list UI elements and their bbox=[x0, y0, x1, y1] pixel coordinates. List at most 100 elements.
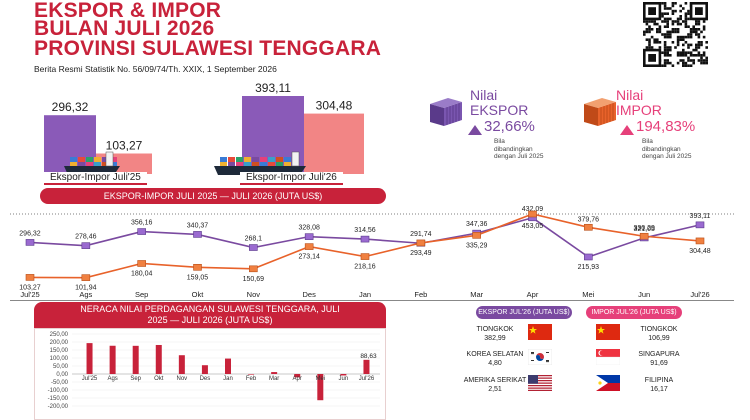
balance-bar bbox=[363, 359, 370, 374]
import-value-label: 159,05 bbox=[187, 274, 209, 281]
balance-bar bbox=[201, 365, 208, 374]
export-point bbox=[81, 242, 91, 249]
import-point bbox=[472, 232, 481, 239]
balance-y-tick: -200,00 bbox=[48, 404, 69, 410]
balance-x-tick: Apr bbox=[293, 376, 302, 382]
import-point bbox=[528, 210, 537, 218]
export-value-label: 268,1 bbox=[245, 236, 263, 243]
export-stat-label-2: EKSPOR bbox=[470, 102, 529, 118]
import-stat-label-2: IMPOR bbox=[616, 102, 662, 118]
export-value-label: 215,93 bbox=[578, 264, 600, 271]
title-line-2: BULAN JULI 2026 bbox=[34, 17, 215, 40]
top-bar-caption-right: Ekspor-Impor Juli'26 bbox=[240, 172, 343, 185]
balance-x-tick: Mar bbox=[269, 376, 279, 382]
line-x-tick: Jul'25 bbox=[20, 290, 39, 299]
import-value-label: 330,29 bbox=[633, 225, 655, 232]
balance-x-tick: Sep bbox=[130, 376, 141, 382]
balance-bar bbox=[225, 358, 231, 374]
balance-x-tick: Jul'25 bbox=[82, 376, 98, 382]
balance-y-tick: 150,00 bbox=[50, 348, 69, 354]
usa-flag-icon bbox=[528, 375, 552, 391]
balance-x-tick: Des bbox=[200, 376, 211, 382]
export-stat-label-1: Nilai bbox=[470, 87, 498, 103]
export-value-label: 356,16 bbox=[131, 220, 153, 227]
export-countries-header: EKSPOR JUL'26 (JUTA US$) bbox=[476, 306, 572, 319]
export-value-label: 314,56 bbox=[354, 227, 376, 234]
china-flag-icon bbox=[528, 324, 552, 340]
balance-y-tick: 250,00 bbox=[50, 332, 69, 338]
import-container-icon bbox=[580, 92, 620, 137]
balance-y-tick: -100,00 bbox=[48, 388, 69, 394]
balance-y-tick: 50,00 bbox=[53, 364, 69, 370]
line-x-tick: Mei bbox=[582, 290, 594, 299]
import-up-arrow-icon bbox=[620, 122, 634, 140]
import-value-label: 180,04 bbox=[131, 270, 153, 277]
title-line-3: PROVINSI SULAWESI TENGGARA bbox=[34, 37, 382, 60]
import-point bbox=[81, 274, 91, 281]
line-x-tick: Mar bbox=[470, 290, 483, 299]
balance-bar bbox=[294, 374, 301, 378]
export-point bbox=[25, 239, 35, 246]
line-x-tick: Jul'26 bbox=[690, 290, 709, 299]
korea-flag-icon bbox=[528, 349, 552, 365]
balance-x-tick: Nov bbox=[177, 376, 188, 382]
balance-x-tick: Jul'26 bbox=[359, 376, 375, 382]
top-export-value-left: 296,32 bbox=[52, 100, 89, 114]
line-x-tick: Apr bbox=[527, 290, 539, 299]
balance-x-tick: Feb bbox=[246, 376, 257, 382]
export-country-value-1: 4,80 bbox=[488, 360, 502, 367]
import-point bbox=[137, 260, 146, 267]
balance-y-tick: 0,00 bbox=[56, 372, 68, 378]
export-value-label: 328,08 bbox=[298, 225, 320, 232]
import-point bbox=[584, 223, 593, 231]
balance-chart-banner: NERACA NILAI PERDAGANGAN SULAWESI TENGGA… bbox=[34, 302, 386, 330]
line-x-tick: Ags bbox=[79, 290, 92, 299]
title-line-1: EKSPOR & IMPOR bbox=[34, 0, 222, 22]
import-point bbox=[639, 232, 649, 240]
line-chart-banner: EKSPOR-IMPOR JULI 2025 — JULI 2026 (JUTA… bbox=[40, 188, 386, 204]
import-country-value-0: 106,99 bbox=[648, 335, 670, 342]
balance-y-tick: -150,00 bbox=[48, 396, 69, 402]
export-container-icon bbox=[426, 92, 466, 137]
import-point bbox=[193, 263, 202, 271]
import-value-label: 453,05 bbox=[522, 223, 544, 230]
balance-bar bbox=[317, 374, 324, 401]
export-point bbox=[360, 235, 370, 243]
import-country-name-1: SINGAPURA bbox=[638, 351, 680, 358]
import-value-label: 293,49 bbox=[410, 250, 432, 257]
qr-code-icon[interactable] bbox=[636, 0, 716, 70]
balance-x-tick: Jan bbox=[223, 376, 233, 382]
top-import-value-right: 304,48 bbox=[316, 99, 353, 113]
import-note: Bila dibandingkan dengan Juli 2025 bbox=[642, 138, 692, 160]
balance-y-tick: 100,00 bbox=[50, 356, 69, 362]
line-x-tick: Okt bbox=[192, 290, 205, 299]
import-value-label: 304,48 bbox=[689, 248, 711, 255]
import-point bbox=[25, 274, 35, 281]
singapore-flag-icon bbox=[596, 349, 620, 365]
export-country-name-0: TIONGKOK bbox=[476, 326, 514, 333]
import-value-label: 150,69 bbox=[243, 276, 265, 283]
balance-chart: 250,00 200,00 150,00 100,00 50,00 0,00 -50,00 -… bbox=[48, 332, 380, 410]
import-country-name-0: TIONGKOK bbox=[640, 326, 678, 333]
line-x-tick: Jun bbox=[638, 290, 650, 299]
balance-x-tick: Mei bbox=[315, 376, 325, 382]
china-flag-icon-import bbox=[596, 324, 620, 340]
export-point bbox=[304, 233, 314, 240]
import-country-name-2: FILIPINA bbox=[644, 377, 674, 384]
balance-bar bbox=[248, 374, 255, 375]
balance-y-tick: 200,00 bbox=[50, 340, 69, 346]
export-country-value-0: 382,99 bbox=[484, 335, 506, 342]
import-stat-label-1: Nilai bbox=[616, 87, 644, 103]
balance-bar bbox=[271, 372, 278, 374]
import-pct: 194,83% bbox=[636, 118, 696, 135]
import-country-value-2: 16,17 bbox=[650, 386, 668, 393]
import-value-label: 103,27 bbox=[19, 284, 41, 291]
import-point bbox=[304, 243, 314, 250]
import-country-value-1: 91,69 bbox=[650, 360, 668, 367]
line-x-tick: Des bbox=[302, 290, 316, 299]
line-chart: 296,32 278,46 356,16 340,37 268,1 328,08 314,5… bbox=[10, 206, 734, 299]
export-point bbox=[249, 244, 258, 251]
import-countries-header: IMPOR JUL'26 (JUTA US$) bbox=[586, 306, 682, 319]
export-country-name-2: AMERIKA SERIKAT bbox=[463, 377, 527, 384]
philippines-flag-icon bbox=[596, 375, 620, 391]
